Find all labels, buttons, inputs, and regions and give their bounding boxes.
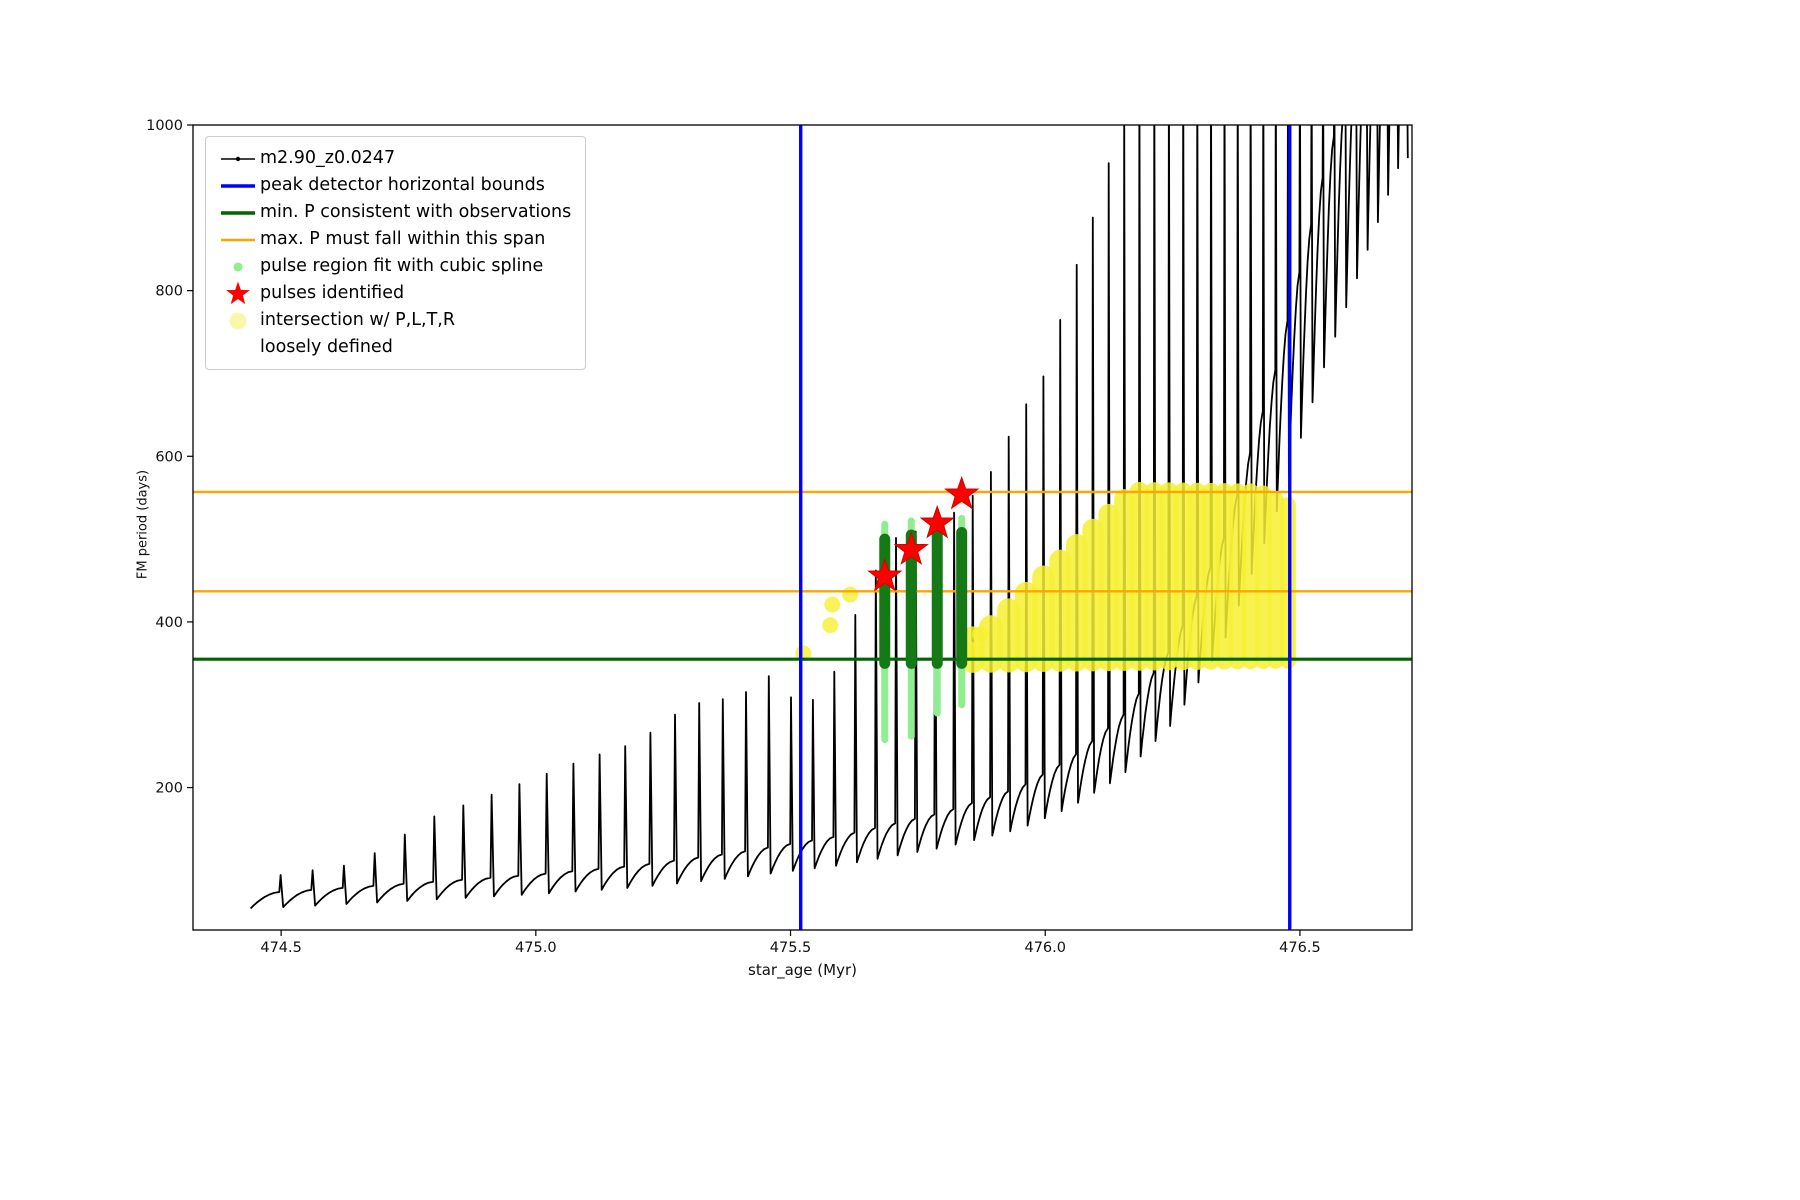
legend-label: peak detector horizontal bounds [260, 175, 545, 195]
legend-item-min-p: min. P consistent with observations [216, 199, 571, 226]
legend-label: max. P must fall within this span [260, 229, 546, 249]
x-tick-label: 475.5 [770, 940, 812, 956]
blue-line-icon [216, 175, 260, 197]
legend-label: pulses identified [260, 283, 405, 303]
x-tick-label: 476.0 [1024, 940, 1066, 956]
y-tick-label: 200 [155, 781, 183, 797]
y-tick-label: 400 [155, 615, 183, 631]
intersection-dot [824, 596, 841, 613]
series-line-icon [216, 148, 260, 170]
x-tick-label: 476.5 [1279, 940, 1321, 956]
intersection-dot [842, 586, 859, 603]
legend-label: min. P consistent with observations [260, 202, 572, 222]
axes-frame [192, 124, 1413, 931]
light-green-dot-icon [216, 256, 260, 278]
intersection-dot [972, 626, 989, 643]
pulse-star [893, 531, 929, 565]
legend-item-intersection: intersection w/ P,L,T,R loosely defined [216, 307, 571, 361]
x-tick-label: 475.0 [515, 940, 557, 956]
legend-item-spline: pulse region fit with cubic spline [216, 253, 571, 280]
legend-item-series: m2.90_z0.0247 [216, 145, 571, 172]
intersection-dot [822, 617, 839, 634]
legend-item-peak-bounds: peak detector horizontal bounds [216, 172, 571, 199]
y-tick-label: 1000 [146, 118, 183, 134]
legend-item-pulses: pulses identified [216, 280, 571, 307]
y-axis-label: FM period (days) [135, 469, 151, 580]
intersection-dot [963, 642, 980, 659]
y-tick-label: 800 [155, 284, 183, 300]
pulse-star [919, 504, 955, 539]
y-tick-label: 600 [155, 449, 183, 465]
intersection-region [795, 482, 1296, 673]
legend-item-max-p: max. P must fall within this span [216, 226, 571, 253]
red-star-icon [216, 281, 260, 307]
green-line-icon [216, 202, 260, 224]
legend-label: intersection w/ P,L,T,R loosely defined [260, 310, 455, 357]
legend-label: pulse region fit with cubic spline [260, 256, 544, 276]
plot-area [193, 125, 1412, 930]
legend: m2.90_z0.0247 peak detector horizontal b… [205, 136, 587, 370]
x-axis-label: star_age (Myr) [748, 961, 857, 979]
series-track [249, 125, 1409, 910]
pulse-star [944, 475, 980, 510]
pale-yellow-dot-icon [216, 310, 260, 332]
x-tick-label: 474.5 [260, 940, 302, 956]
orange-line-icon [216, 229, 260, 251]
legend-label: m2.90_z0.0247 [260, 148, 396, 168]
pulse-star [867, 557, 903, 592]
